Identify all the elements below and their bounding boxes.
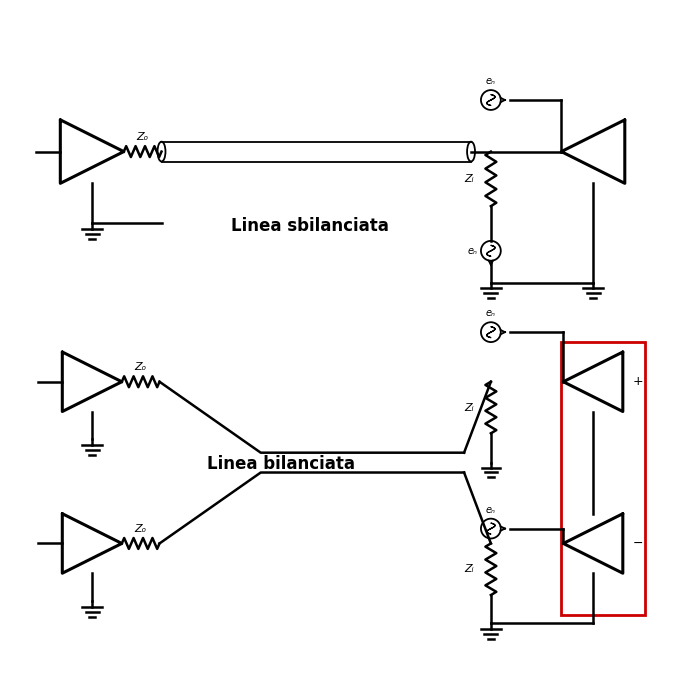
Text: Zₒ: Zₒ bbox=[134, 524, 147, 533]
Text: eₙ: eₙ bbox=[467, 246, 477, 256]
Text: +: + bbox=[633, 375, 643, 389]
Text: eₙ: eₙ bbox=[486, 308, 496, 318]
Bar bbox=[561, 342, 645, 615]
Text: Linea sbilanciata: Linea sbilanciata bbox=[232, 217, 389, 235]
Text: Zᵢ: Zᵢ bbox=[464, 564, 474, 574]
Text: Zₒ: Zₒ bbox=[134, 362, 147, 372]
Text: Zᵢ: Zᵢ bbox=[464, 174, 474, 184]
Text: Zₒ: Zₒ bbox=[136, 132, 149, 141]
Text: Linea bilanciata: Linea bilanciata bbox=[206, 455, 355, 473]
Text: eₙ: eₙ bbox=[486, 76, 496, 86]
Text: Zᵢ: Zᵢ bbox=[464, 402, 474, 412]
Text: −: − bbox=[633, 537, 643, 550]
Text: eₙ: eₙ bbox=[486, 505, 496, 514]
